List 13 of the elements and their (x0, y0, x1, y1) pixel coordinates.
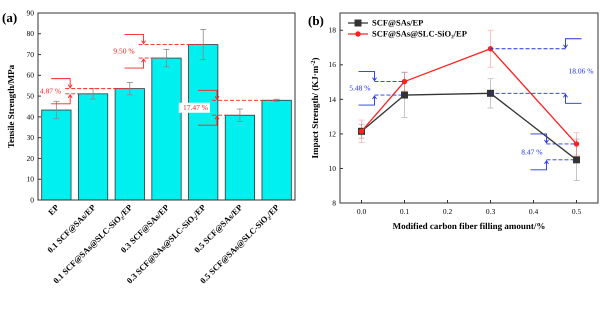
y-axis-title: Tensile Strength/MPa (6, 64, 16, 148)
point (488, 46, 494, 52)
x-tick-label: EP (46, 202, 61, 218)
legend-label: SCF@SAs/EP (372, 18, 424, 28)
x-axis-title: Modified carbon fiber filling amount/% (392, 221, 546, 231)
legend-label: SCF@SAs@SLC-SiO₂/EP (372, 28, 467, 39)
chart-title: (b) (308, 13, 324, 28)
point (574, 141, 580, 147)
point (573, 156, 580, 164)
chart-title: (a) (2, 10, 18, 25)
point (487, 90, 494, 97)
point (402, 78, 408, 84)
point (401, 92, 408, 99)
